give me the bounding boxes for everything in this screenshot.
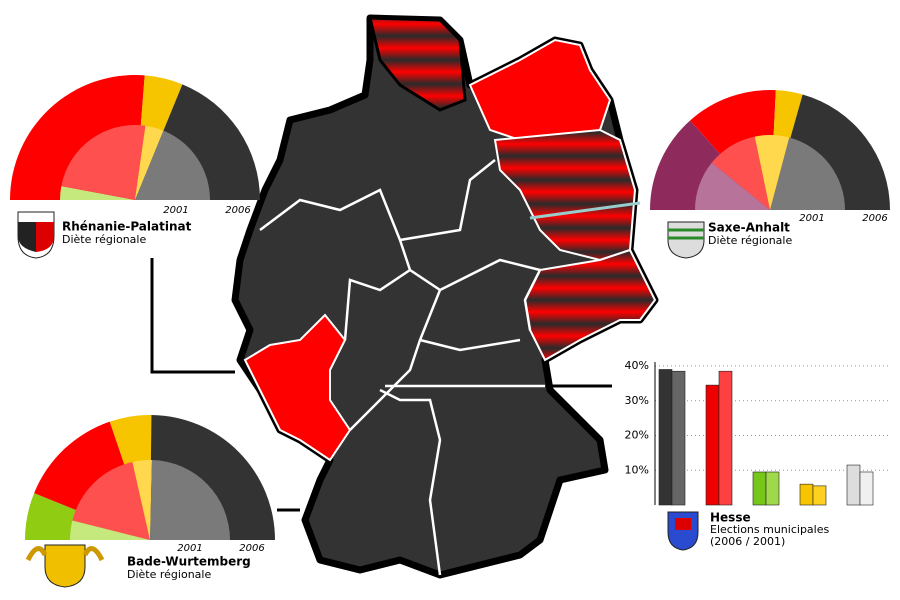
region-west [243,313,352,462]
sector [770,137,845,210]
bar [765,471,780,506]
y-tick-label: 20% [625,429,649,442]
ring-label: 2001 [177,543,202,554]
chart-title: Rhénanie-Palatinat [62,220,192,234]
sector [711,136,770,210]
chart-subtitle: Diète régionale [708,234,792,247]
bar [812,485,827,506]
sector [135,130,210,200]
sector [695,162,770,210]
chart-subtitle: Diète régionale [62,233,146,246]
emblems [17,211,705,588]
sector [135,125,164,200]
sector [70,520,150,540]
sector [132,460,152,540]
sector [60,186,135,200]
bar [752,471,767,506]
connectors [150,201,641,512]
chart-title: Hesse [710,511,751,525]
y-tick-label: 10% [625,463,649,476]
region-north-west [368,16,467,112]
borders [259,159,545,576]
y-tick-label: 30% [625,394,649,407]
sector [150,460,230,540]
bar [859,471,874,506]
bar [671,370,686,506]
ring-label: 2006 [239,543,264,554]
sector [72,461,150,540]
chart-title: Bade-Wurtemberg [127,555,251,569]
ring-label: 2006 [225,205,250,216]
bar [658,369,673,506]
bar [705,384,720,506]
chart-subtitle: Elections municipales [710,523,829,536]
chart-title: Saxe-Anhalt [708,221,790,235]
ring-label: 2001 [163,205,188,216]
chart-note: (2006 / 2001) [710,535,785,548]
ring-label: 2001 [799,213,824,224]
region-north-east [468,38,612,141]
ring-label: 2006 [862,213,887,224]
bar [846,464,861,506]
map [231,14,659,579]
bar [799,483,814,506]
chart-subtitle: Diète régionale [127,568,211,581]
y-tick-label: 40% [625,359,649,372]
sector [61,124,146,200]
bar [718,370,733,506]
sector [754,135,790,210]
